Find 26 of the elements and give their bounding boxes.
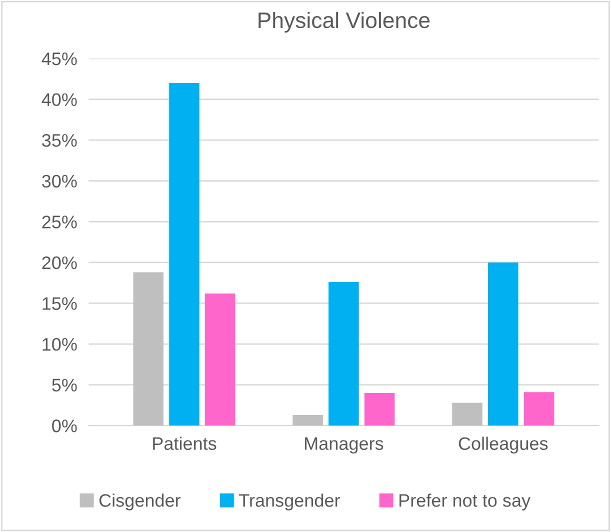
y-tick-label: 0%	[52, 420, 77, 432]
y-tick-label: 15%	[42, 297, 77, 310]
y-tick-label: 5%	[52, 378, 77, 392]
bar	[133, 272, 164, 426]
legend-label: Cisgender	[99, 494, 181, 510]
x-tick-label: Managers	[305, 437, 384, 454]
y-tick-label: 30%	[42, 174, 77, 188]
bar	[452, 402, 482, 426]
legend-label: Prefer not to say	[400, 494, 531, 510]
y-tick-label: 40%	[42, 93, 77, 106]
y-tick-label: 25%	[42, 216, 77, 228]
bar	[524, 392, 554, 426]
bar	[292, 414, 323, 426]
bar	[328, 282, 359, 426]
bar	[169, 82, 200, 426]
bar	[488, 262, 518, 426]
y-tick-label: 20%	[42, 256, 77, 270]
bar	[364, 392, 395, 426]
chart-title: Physical Violence	[258, 12, 430, 33]
y-tick-label: 35%	[42, 134, 77, 147]
y-tick-label: 10%	[42, 338, 77, 351]
x-tick-label: Patients	[153, 436, 216, 450]
y-tick-label: 45%	[42, 52, 77, 66]
x-tick-label: Colleagues	[458, 436, 548, 454]
bar	[204, 293, 236, 426]
legend-label: Transgender	[239, 494, 340, 510]
